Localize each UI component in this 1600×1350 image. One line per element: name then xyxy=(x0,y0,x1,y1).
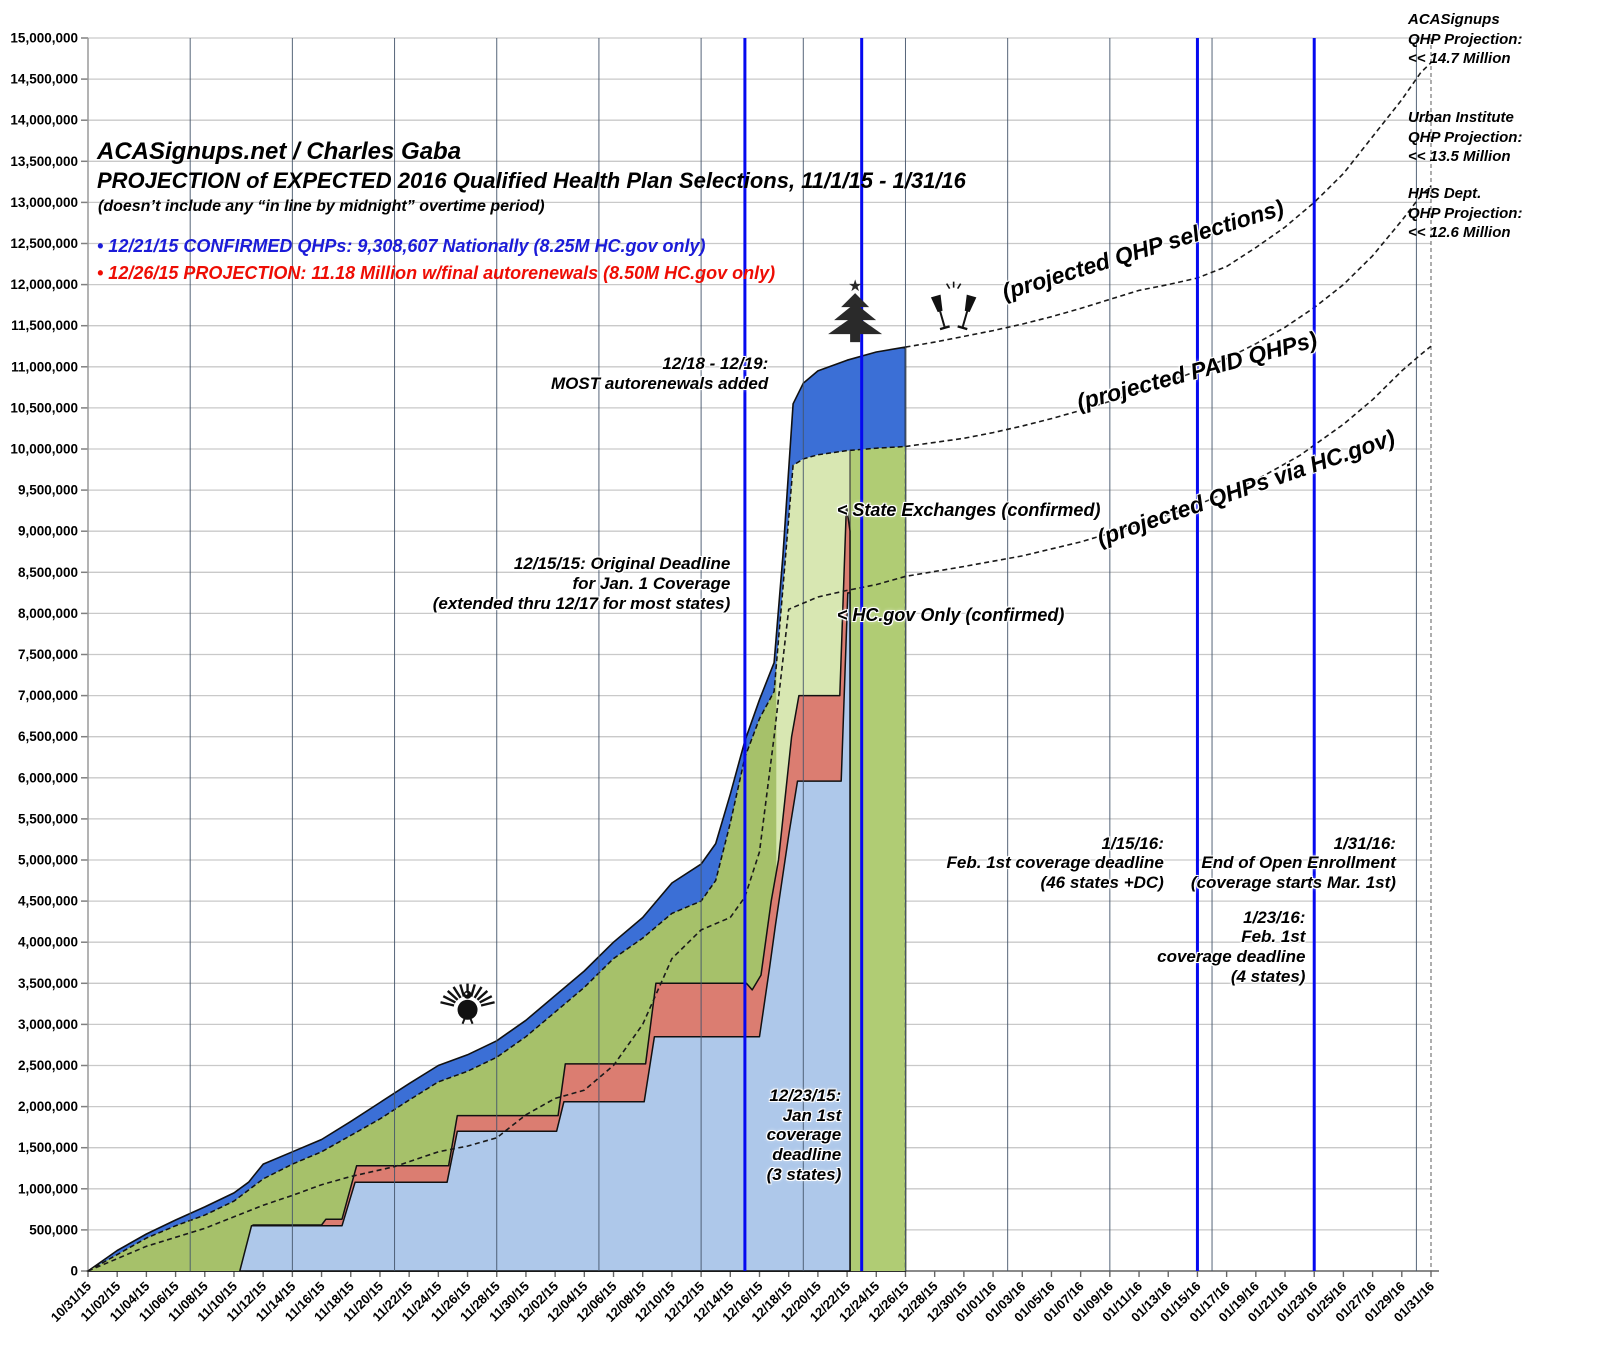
y-axis-label: 6,500,000 xyxy=(18,729,78,744)
y-axis-label: 10,000,000 xyxy=(10,442,78,457)
y-axis-label: 13,000,000 xyxy=(10,195,78,210)
y-axis-label: 0 xyxy=(70,1264,78,1279)
y-axis-label: 11,500,000 xyxy=(11,318,78,333)
y-axis-label: 10,500,000 xyxy=(10,400,78,415)
y-axis-label: 5,500,000 xyxy=(18,811,78,826)
y-axis-label: 2,500,000 xyxy=(18,1058,78,1073)
y-axis-label: 15,000,000 xyxy=(10,31,78,46)
page-title: ACASignups.net / Charles Gaba xyxy=(97,138,462,165)
curve-projected-selections xyxy=(905,62,1432,348)
y-axis-label: 5,000,000 xyxy=(18,853,78,868)
turkey-icon xyxy=(440,983,495,1025)
green-top-dashed-boundary xyxy=(87,445,906,1272)
y-axis-label: 500,000 xyxy=(29,1222,78,1237)
y-axis-label: 3,500,000 xyxy=(18,976,78,991)
star-icon: ★ xyxy=(848,276,862,295)
curve-projected-hcgov xyxy=(87,345,1432,1272)
y-axis-label: 2,000,000 xyxy=(18,1099,78,1114)
y-axis-label: 12,500,000 xyxy=(10,236,78,251)
y-axis-label: 9,500,000 xyxy=(18,483,78,498)
y-axis-label: 8,500,000 xyxy=(18,565,78,580)
y-axis-label: 14,000,000 xyxy=(10,113,78,128)
y-axis-label: 1,000,000 xyxy=(18,1181,78,1196)
y-axis-label: 4,000,000 xyxy=(18,935,78,950)
y-axis-label: 9,000,000 xyxy=(18,524,78,539)
y-axis-label: 12,000,000 xyxy=(10,277,78,292)
chart-title: PROJECTION of EXPECTED 2016 Qualified He… xyxy=(97,168,966,193)
chart-subtitle: (doesn’t include any “in line by midnigh… xyxy=(98,198,545,215)
y-axis-label: 8,000,000 xyxy=(18,606,78,621)
curve-projected-paid xyxy=(905,185,1432,448)
area-hcgov-confirmed xyxy=(239,592,851,1272)
y-axis-label: 14,500,000 xyxy=(10,72,78,87)
christmas-tree-icon: ★ xyxy=(828,276,883,343)
y-axis-label: 11,000,000 xyxy=(11,359,78,374)
y-axis-label: 4,500,000 xyxy=(18,894,78,909)
champagne-glasses-icon xyxy=(930,281,977,331)
y-axis-label: 3,000,000 xyxy=(18,1017,78,1032)
y-axis-label: 7,000,000 xyxy=(18,688,78,703)
area-green-column xyxy=(850,446,906,1271)
y-axis-label: 13,500,000 xyxy=(10,154,78,169)
y-axis-label: 7,500,000 xyxy=(18,647,78,662)
confirmed-qhps-note: • 12/21/15 CONFIRMED QHPs: 9,308,607 Nat… xyxy=(97,236,706,256)
projection-note: • 12/26/15 PROJECTION: 11.18 Million w/f… xyxy=(97,263,776,283)
y-axis-label: 6,000,000 xyxy=(18,770,78,785)
y-axis-label: 1,500,000 xyxy=(18,1140,78,1155)
